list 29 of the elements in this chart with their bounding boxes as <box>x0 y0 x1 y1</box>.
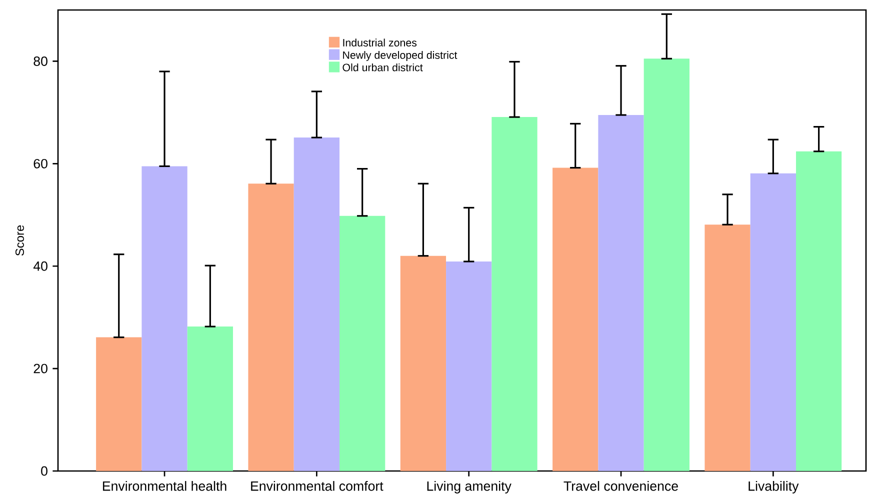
x-tick-label: Livability <box>748 481 799 494</box>
bar <box>142 166 188 472</box>
bar <box>598 115 644 472</box>
x-tick-label: Living amenity <box>427 481 512 494</box>
legend-label: Industrial zones <box>343 38 417 47</box>
bar <box>750 173 796 472</box>
y-tick-label: 60 <box>34 159 48 168</box>
bar <box>704 224 750 472</box>
y-tick-label: 0 <box>41 466 48 476</box>
bar <box>492 117 538 472</box>
y-tick-label: 20 <box>34 364 48 374</box>
legend-label: Old urban district <box>342 63 423 72</box>
x-tick-label: Environmental comfort <box>251 481 384 491</box>
y-axis-title: Score <box>15 225 24 256</box>
bar <box>644 58 690 472</box>
bar <box>796 151 842 472</box>
x-tick-label: Travel convenience <box>564 481 678 491</box>
bar <box>187 326 233 472</box>
y-tick-label: 80 <box>34 56 48 66</box>
bar <box>248 184 294 472</box>
legend-label: Newly developed district <box>343 51 458 62</box>
bar <box>446 262 492 472</box>
bar <box>340 216 386 472</box>
bar <box>96 337 142 472</box>
bar <box>400 256 446 472</box>
x-tick-label: Environmental health <box>102 481 226 491</box>
bar <box>294 138 340 472</box>
y-tick-label: 40 <box>33 261 48 271</box>
bar <box>552 168 598 472</box>
